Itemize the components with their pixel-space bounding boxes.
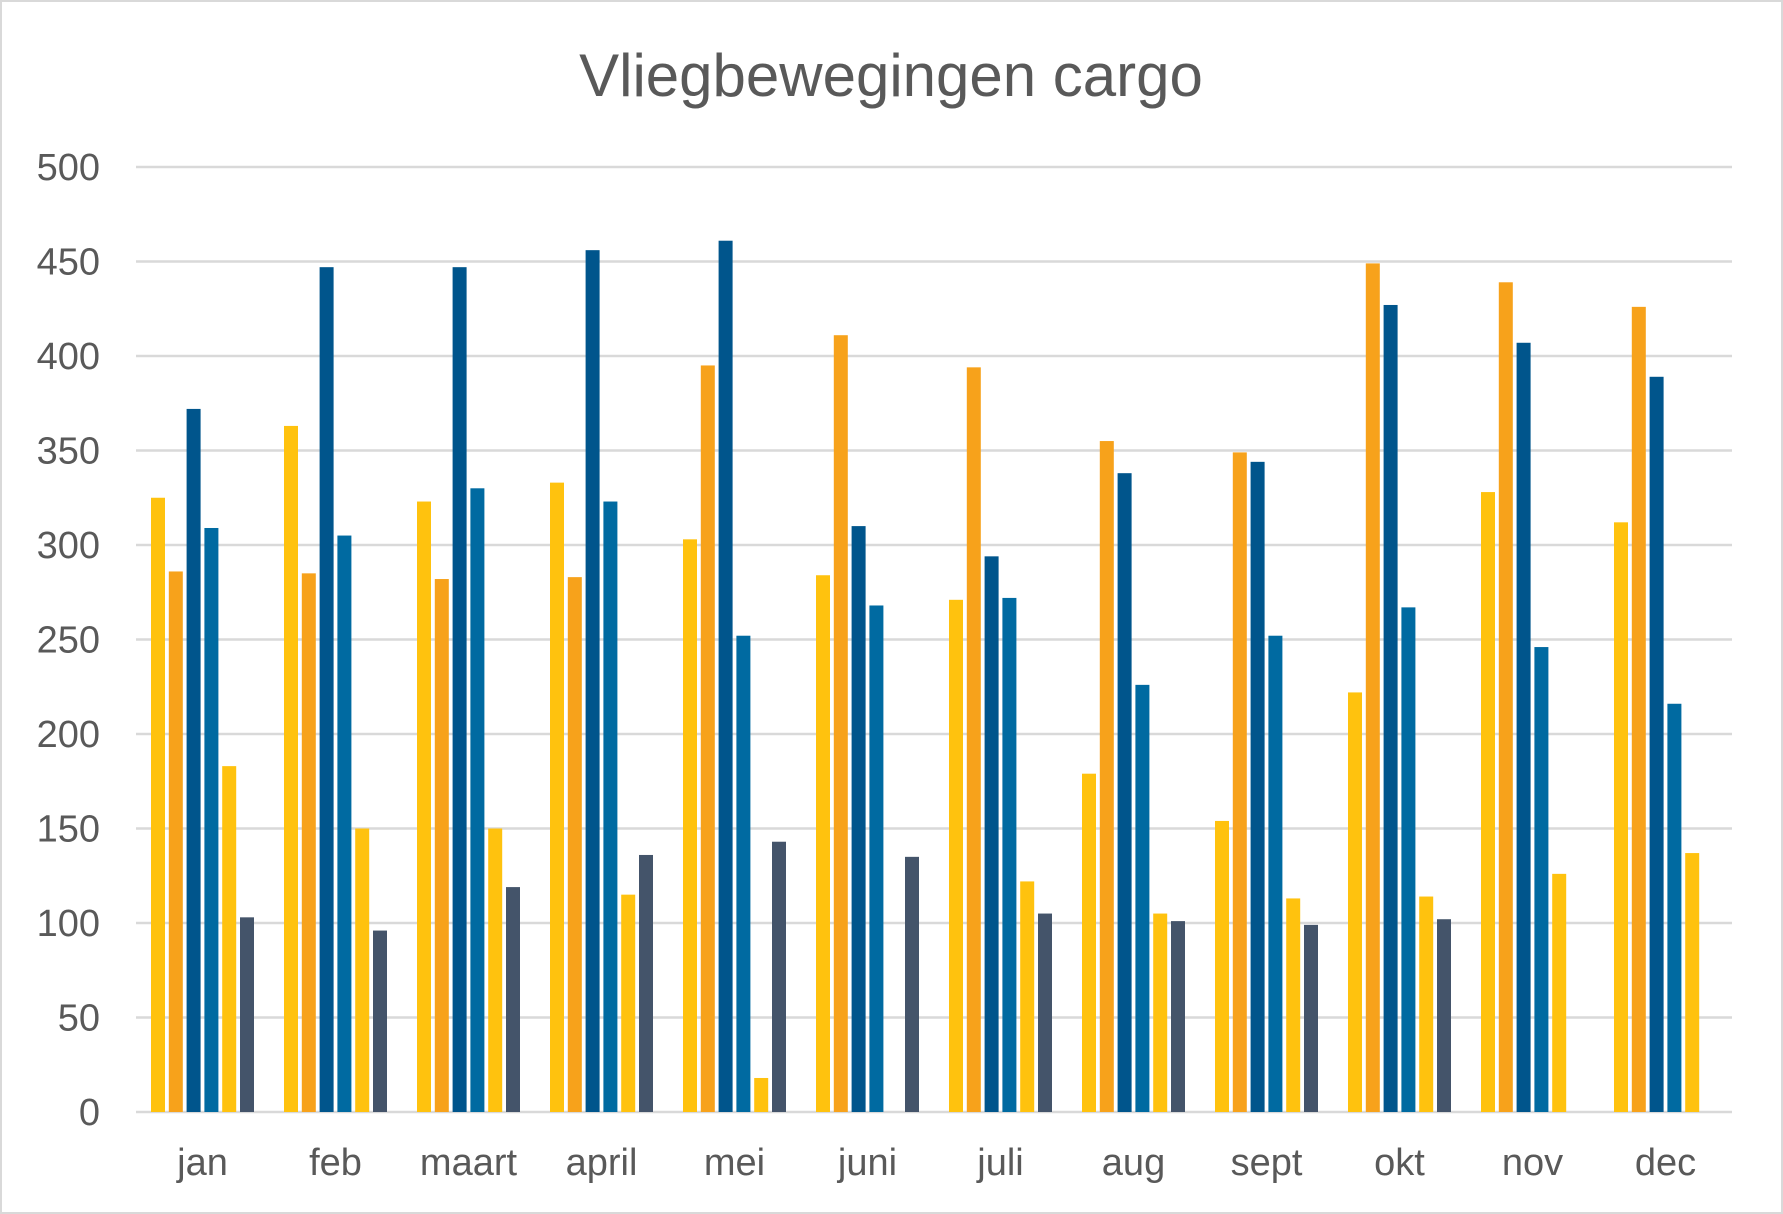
x-tick-label: dec xyxy=(1635,1142,1696,1184)
bar xyxy=(905,856,919,1112)
bar xyxy=(1631,306,1646,1112)
bar xyxy=(1304,924,1318,1112)
bar xyxy=(700,365,715,1112)
x-tick-label: nov xyxy=(1502,1142,1563,1184)
bar xyxy=(168,571,183,1112)
bar xyxy=(1117,473,1132,1112)
bar xyxy=(984,556,999,1112)
bar xyxy=(1552,873,1567,1112)
bar xyxy=(772,841,786,1112)
bar xyxy=(567,577,582,1112)
x-tick-label: april xyxy=(566,1142,638,1184)
bar xyxy=(151,497,165,1112)
x-tick-label: sept xyxy=(1231,1142,1303,1184)
bar xyxy=(355,828,370,1112)
bar xyxy=(851,526,866,1112)
bar xyxy=(1002,597,1017,1112)
bar xyxy=(452,267,467,1112)
bar xyxy=(1232,452,1247,1112)
bar xyxy=(1481,492,1495,1113)
bar xyxy=(1171,921,1185,1112)
bar xyxy=(1667,703,1682,1112)
x-tick-label: okt xyxy=(1374,1142,1425,1184)
bar xyxy=(186,408,201,1112)
bar xyxy=(1516,342,1531,1112)
bar xyxy=(488,828,503,1112)
bar xyxy=(1215,820,1229,1112)
bar xyxy=(417,501,431,1112)
bar xyxy=(816,575,830,1112)
x-tick-label: jan xyxy=(176,1142,228,1184)
y-tick-label: 300 xyxy=(37,525,100,567)
bar xyxy=(1401,607,1416,1112)
bars xyxy=(151,240,1700,1113)
bar xyxy=(1614,522,1628,1112)
bar xyxy=(683,539,697,1112)
bar xyxy=(1383,304,1398,1113)
bar xyxy=(337,535,352,1112)
bar xyxy=(506,887,520,1112)
bar xyxy=(550,482,564,1112)
y-tick-label: 200 xyxy=(37,714,100,756)
y-axis-ticks: 0 50 100 150 200 250 300 350 400 450 500 xyxy=(37,147,100,1134)
chart-title: Vliegbewegingen cargo xyxy=(579,42,1203,109)
x-tick-label: juni xyxy=(837,1142,897,1184)
x-tick-label: feb xyxy=(309,1142,362,1184)
bar xyxy=(1020,881,1035,1112)
bar xyxy=(966,367,981,1113)
bar xyxy=(1250,461,1265,1113)
bar xyxy=(1419,896,1434,1112)
x-tick-label: juli xyxy=(976,1142,1023,1184)
bar xyxy=(949,599,963,1112)
bar xyxy=(639,854,653,1112)
bar xyxy=(319,267,334,1112)
x-tick-label: maart xyxy=(420,1142,518,1184)
bar xyxy=(373,930,387,1112)
bar xyxy=(869,605,884,1112)
bar xyxy=(301,573,316,1112)
y-tick-label: 350 xyxy=(37,431,100,473)
x-axis-ticks: jan feb maart april mei juni juli aug sept okt nov… xyxy=(176,1142,1696,1184)
bar xyxy=(621,894,636,1112)
bar xyxy=(1348,692,1362,1112)
bar xyxy=(754,1077,769,1112)
bar xyxy=(284,425,298,1112)
bar xyxy=(222,766,237,1112)
y-tick-label: 450 xyxy=(37,242,100,284)
bar xyxy=(470,488,485,1112)
bar xyxy=(1498,282,1513,1112)
bar xyxy=(603,501,618,1112)
y-tick-label: 400 xyxy=(37,336,100,378)
bar xyxy=(240,917,254,1112)
bar xyxy=(1534,647,1549,1112)
bar xyxy=(736,635,751,1112)
bar xyxy=(1099,441,1114,1112)
bar xyxy=(1286,898,1301,1112)
y-tick-label: 100 xyxy=(37,903,100,945)
x-tick-label: mei xyxy=(704,1142,765,1184)
bar xyxy=(1437,919,1451,1112)
y-tick-label: 250 xyxy=(37,620,100,662)
bar xyxy=(1268,635,1283,1112)
bar xyxy=(585,250,600,1112)
gridlines xyxy=(136,165,1732,1114)
x-tick-label: aug xyxy=(1102,1142,1165,1184)
bar xyxy=(1038,913,1052,1112)
bar xyxy=(833,335,848,1113)
bar xyxy=(718,240,733,1112)
bar xyxy=(1082,773,1096,1112)
bar xyxy=(1649,376,1664,1112)
bar xyxy=(1153,913,1168,1112)
y-tick-label: 500 xyxy=(37,147,100,189)
y-tick-label: 0 xyxy=(79,1092,100,1134)
bar xyxy=(434,579,449,1112)
y-tick-label: 50 xyxy=(58,998,100,1040)
y-tick-label: 150 xyxy=(37,809,100,851)
bar xyxy=(1135,684,1150,1112)
bar xyxy=(204,527,219,1112)
bar xyxy=(1685,853,1700,1112)
bar xyxy=(1365,263,1380,1112)
